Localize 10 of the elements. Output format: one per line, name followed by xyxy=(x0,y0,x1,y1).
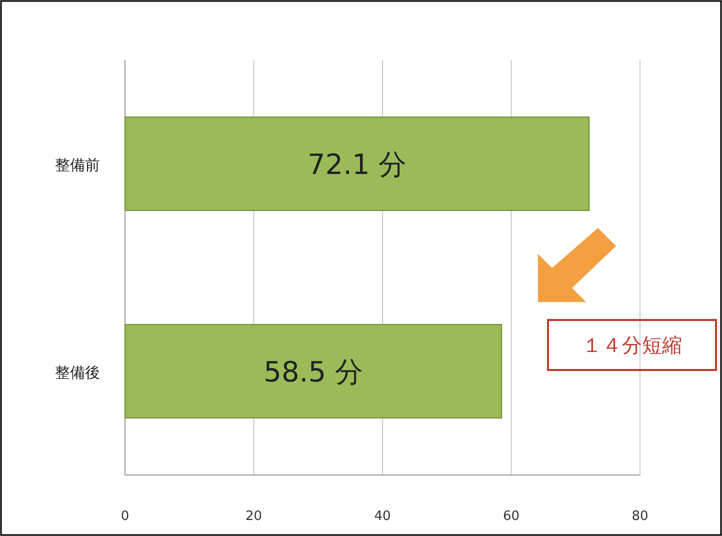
x-tick-label: 0 xyxy=(120,509,130,524)
data-label: 72.1 分 xyxy=(307,148,407,181)
y-tick-label: 整備後 xyxy=(55,363,100,382)
x-tick-label: 20 xyxy=(245,509,262,524)
x-tick-label: 40 xyxy=(374,509,391,524)
y-tick-label: 整備前 xyxy=(55,156,100,174)
x-tick-label: 60 xyxy=(502,509,520,524)
x-tick-label: 80 xyxy=(632,509,648,524)
data-label: 58.5 分 xyxy=(264,355,363,388)
annotation: １４分短縮 xyxy=(582,333,682,357)
